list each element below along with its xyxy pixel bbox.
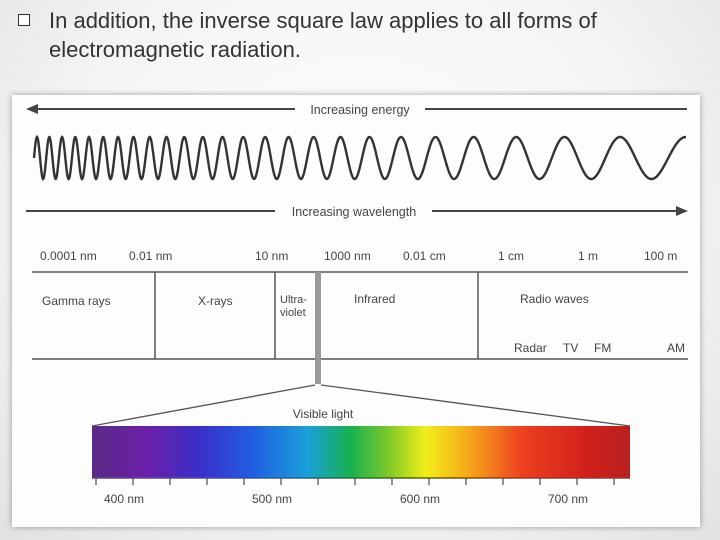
em-spectrum-diagram: Increasing energy Increasing wavelength … xyxy=(26,103,688,506)
em-wave xyxy=(32,134,686,181)
region-uv: violet xyxy=(280,307,306,319)
region-gamma: Gamma rays xyxy=(42,294,111,308)
visible-light-label: Visible light xyxy=(293,407,354,421)
scale-tick: 0.01 nm xyxy=(129,249,172,263)
scale-tick: 10 nm xyxy=(255,249,288,263)
scale-tick: 100 m xyxy=(644,249,677,263)
region-band xyxy=(32,271,688,360)
zoom-lines xyxy=(91,384,631,427)
visible-ticks xyxy=(95,478,615,485)
scale-tick: 1 m xyxy=(578,249,598,263)
visible-tick-label: 700 nm xyxy=(548,492,588,506)
visible-tick-label: 400 nm xyxy=(104,492,144,506)
scale-tick: 1000 nm xyxy=(324,249,371,263)
bullet-icon xyxy=(18,14,30,26)
scale-tick: 1 cm xyxy=(498,249,524,263)
region-xrays: X-rays xyxy=(198,294,233,308)
visible-tick-label: 600 nm xyxy=(400,492,440,506)
band-am: AM xyxy=(667,341,685,355)
region-radio: Radio waves xyxy=(520,292,589,306)
em-spectrum-figure: Increasing energy Increasing wavelength … xyxy=(12,95,700,527)
wavelength-arrow xyxy=(26,206,688,216)
visible-pointer xyxy=(315,272,321,384)
visible-spectrum-bar xyxy=(92,426,630,478)
band-radar: Radar xyxy=(514,341,547,355)
wavelength-label: Increasing wavelength xyxy=(292,205,416,219)
energy-label: Increasing energy xyxy=(310,103,410,117)
band-fm: FM xyxy=(594,341,611,355)
bullet-text: In addition, the inverse square law appl… xyxy=(49,8,597,62)
visible-tick-label: 500 nm xyxy=(252,492,292,506)
energy-arrow xyxy=(26,104,687,114)
scale-tick: 0.01 cm xyxy=(403,249,446,263)
scale-tick: 0.0001 nm xyxy=(40,249,97,263)
region-uv: Ultra- xyxy=(280,294,307,306)
region-infrared: Infrared xyxy=(354,292,395,306)
band-tv: TV xyxy=(563,341,578,355)
